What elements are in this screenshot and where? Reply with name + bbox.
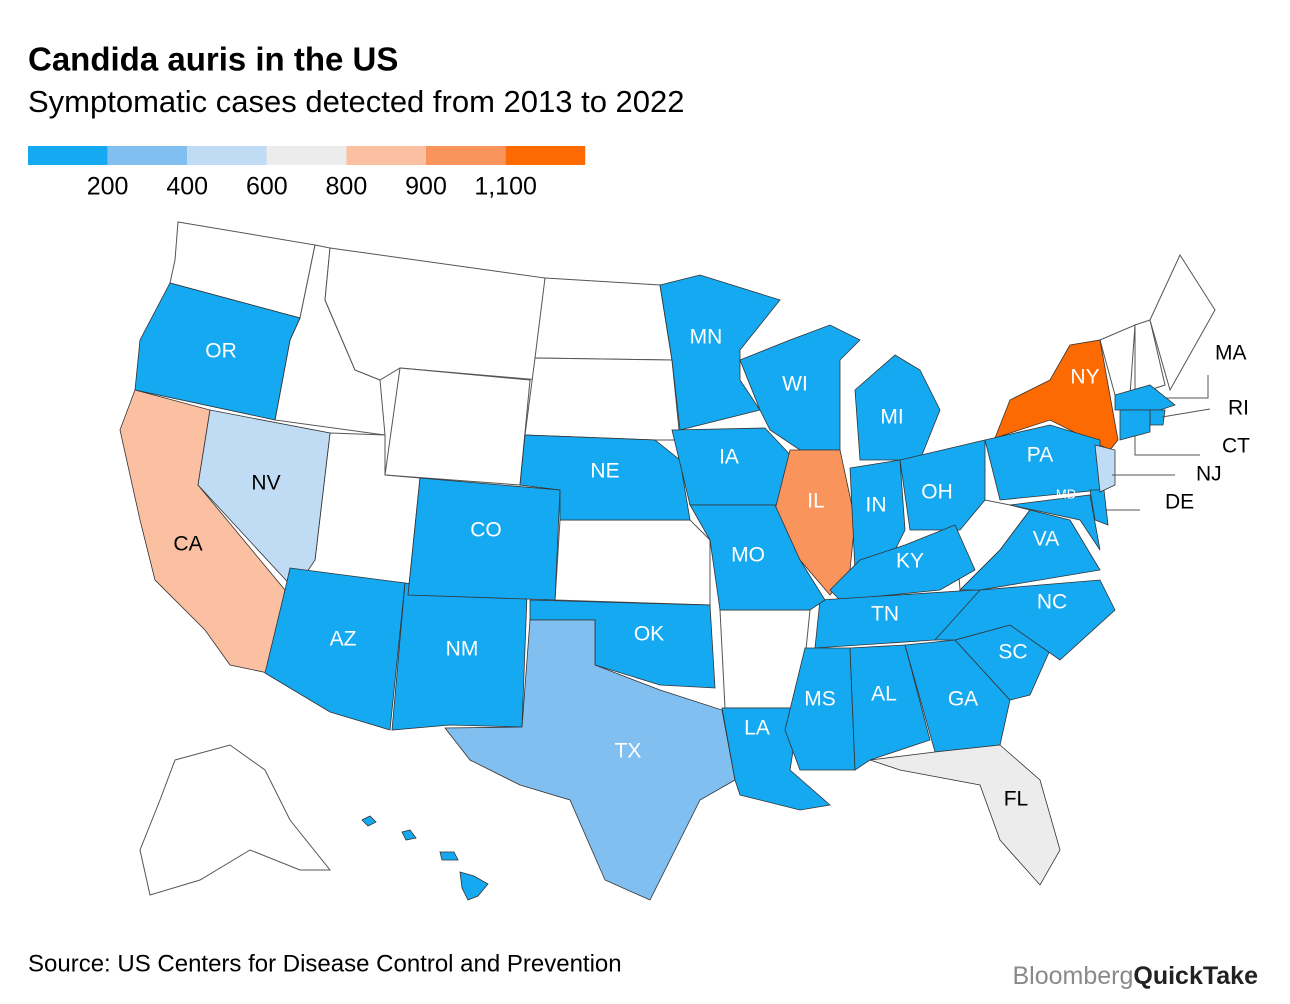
brand-part: QuickTake [1133, 962, 1258, 990]
state-label: AZ [330, 628, 357, 651]
state [407, 477, 561, 601]
leader-line [1165, 375, 1209, 399]
state-label: TX [615, 740, 642, 763]
title: Candida auris in the US [28, 41, 398, 78]
state-label: NV [251, 472, 280, 495]
source: Source: US Centers for Disease Control a… [28, 950, 622, 977]
state [689, 504, 826, 611]
brand-part: Bloomberg [1012, 962, 1133, 990]
legend-tick-label: 1,100 [474, 173, 537, 201]
legend-swatch [107, 146, 188, 165]
state [959, 509, 1101, 591]
state [934, 579, 1116, 661]
state-label: MN [690, 326, 723, 349]
states: OR CA NV AZ NM CO NE MN IA WI MI IL IN OH KY TN MO OK TX LA… [119, 274, 1250, 901]
unlabeled-states [139, 221, 1216, 896]
state-label: DE [1165, 491, 1194, 514]
legend-swatch [187, 146, 267, 165]
legend-tick-label: 900 [405, 173, 447, 201]
state-label: IA [719, 446, 739, 469]
state-label: NY [1070, 366, 1099, 389]
state-label: MI [880, 406, 903, 429]
state [324, 247, 546, 381]
state-label: IN [866, 494, 887, 517]
legend-swatch [505, 146, 586, 165]
state-label: NJ [1196, 463, 1222, 486]
leader-line [1161, 408, 1211, 418]
legend-swatch [266, 146, 347, 165]
state [904, 639, 1011, 753]
state [534, 277, 673, 361]
legend-tick-label: 600 [246, 173, 288, 201]
state [384, 367, 531, 486]
state-label: CA [173, 533, 202, 556]
state-label: MA [1215, 342, 1247, 365]
state [994, 339, 1119, 451]
state-label: MD [1056, 486, 1076, 501]
state-label: KY [896, 550, 924, 573]
state-label: PA [1027, 444, 1053, 467]
state-label: MO [731, 544, 765, 567]
state [1134, 319, 1166, 396]
state [849, 644, 931, 771]
state-label: SC [998, 641, 1027, 664]
subtitle: Symptomatic cases detected from 2013 to … [28, 84, 685, 119]
legend-tick-label: 200 [87, 173, 129, 201]
state [854, 354, 941, 461]
state-label: VA [1033, 528, 1059, 551]
state [1089, 489, 1109, 526]
state-label: RI [1228, 397, 1249, 420]
state [869, 744, 1061, 886]
state-label: WI [782, 373, 808, 396]
state [361, 815, 489, 901]
state-label: MS [804, 688, 836, 711]
state [1114, 384, 1176, 411]
brand: BloombergQuickTake [1012, 962, 1258, 990]
state-label: OR [205, 340, 237, 363]
state-label: TN [871, 603, 899, 626]
state-label: NC [1037, 591, 1067, 614]
state-label: GA [948, 688, 978, 711]
state [899, 439, 986, 531]
legend-tick-label: 400 [166, 173, 208, 201]
leader-line [1134, 435, 1200, 456]
state [849, 459, 906, 571]
legend-swatch [28, 146, 108, 165]
state [519, 434, 691, 521]
state-label: OK [634, 623, 664, 646]
state-label: NE [590, 460, 619, 483]
state-label: CO [470, 519, 502, 542]
state [1094, 444, 1116, 493]
state [784, 647, 856, 771]
state-label: NM [446, 638, 479, 661]
legend-swatch [426, 146, 506, 165]
state [1149, 253, 1216, 392]
state [444, 619, 736, 901]
state [739, 324, 861, 451]
state-label: FL [1004, 788, 1029, 811]
state-label: LA [744, 717, 770, 740]
state-label: CT [1222, 435, 1250, 458]
state [524, 357, 681, 441]
legend-tick-label: 800 [326, 173, 368, 201]
state-label: AL [871, 683, 897, 706]
state [554, 519, 711, 606]
state [134, 282, 301, 421]
state-label: OH [921, 481, 953, 504]
state [1119, 409, 1151, 441]
state [1149, 409, 1166, 426]
state [1009, 494, 1101, 551]
legend-swatch [346, 146, 426, 165]
state [139, 744, 332, 896]
state-label: IL [807, 490, 825, 513]
state [659, 274, 781, 431]
